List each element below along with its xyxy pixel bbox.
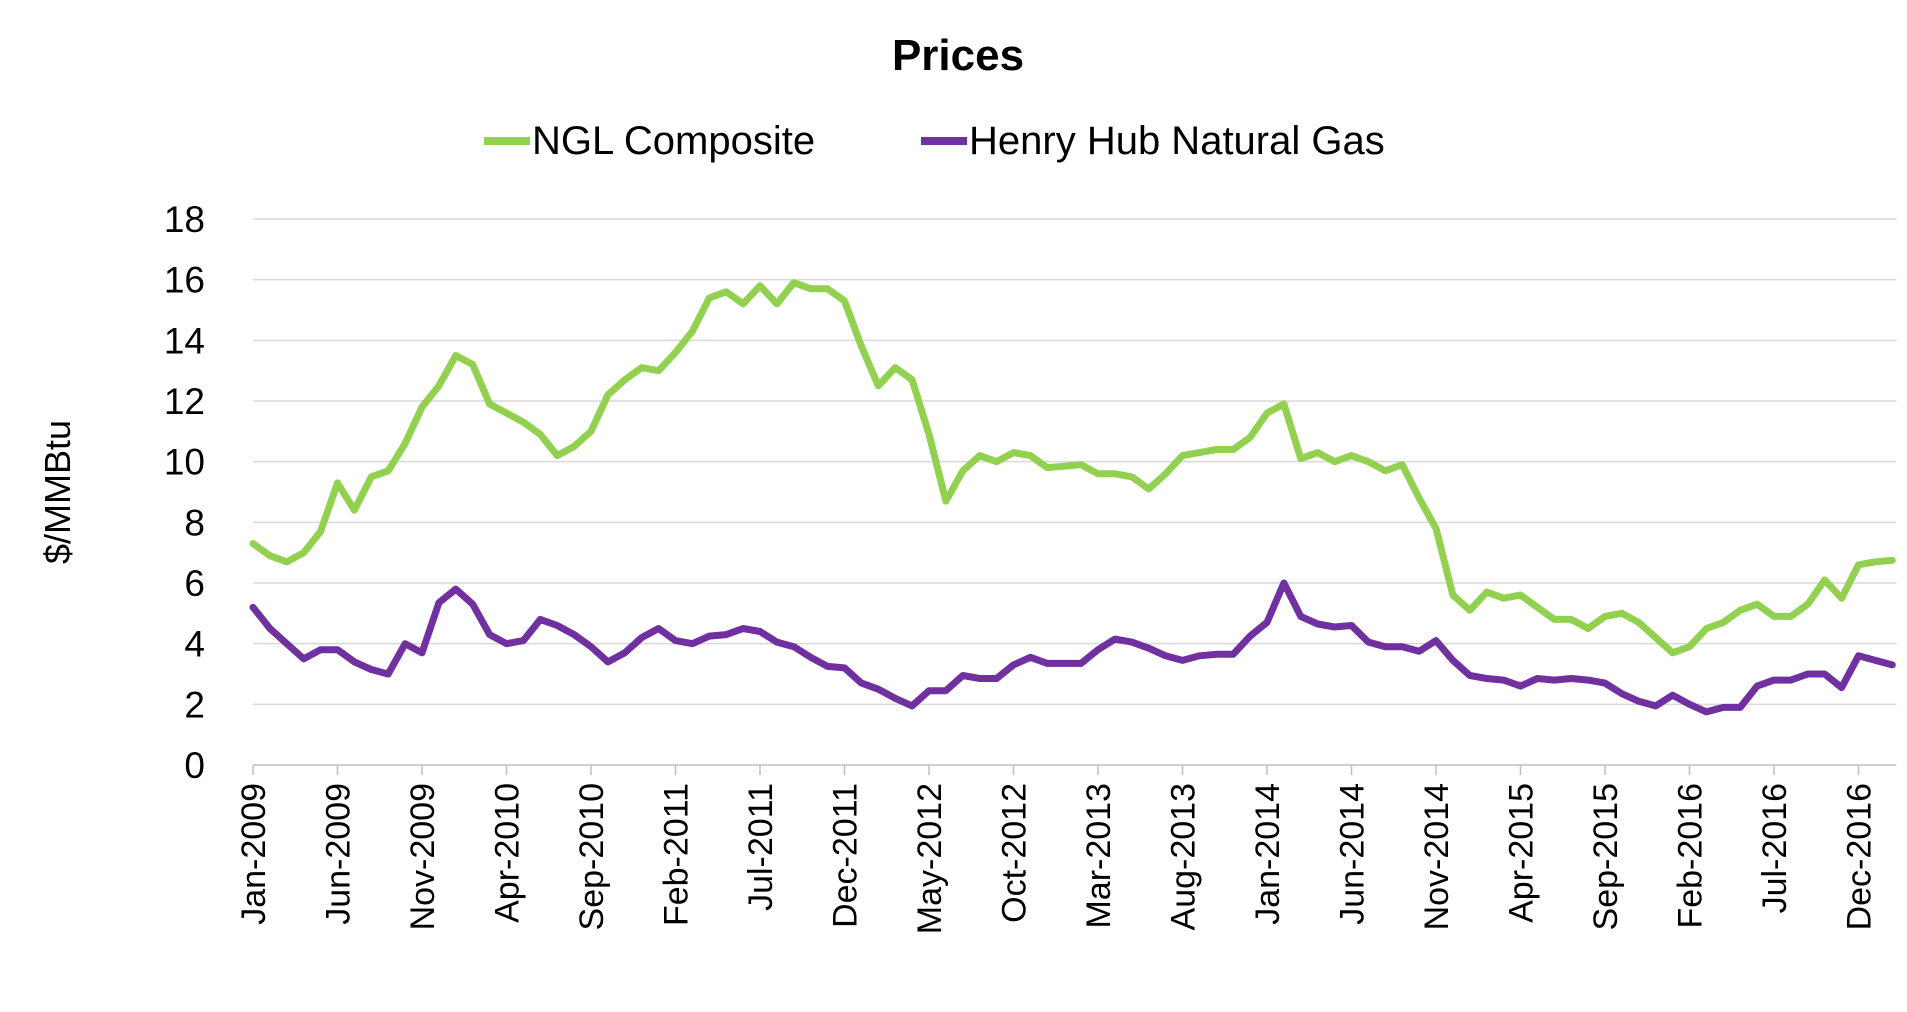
x-tick-label: Dec-2016 [1841,783,1879,930]
x-tick-label: Mar-2013 [1080,783,1118,929]
x-tick-label: Nov-2014 [1418,783,1456,930]
x-tick-label: Jun-2014 [1334,783,1372,925]
x-tick-label: Jul-2011 [742,783,780,911]
legend-label-ngl: NGL Composite [532,119,815,163]
series-line-ngl-composite [249,279,1896,657]
x-tick-label: Nov-2009 [404,783,442,930]
x-tick-label: Sep-2015 [1587,783,1625,930]
y-tick-label: 12 [164,381,205,422]
x-tick-label: Dec-2011 [827,783,865,928]
y-tick-label: 16 [164,260,205,301]
x-tick-label: Oct-2012 [996,783,1034,923]
y-tick-label: 18 [164,199,205,240]
x-tick-label: Feb-2011 [658,783,696,926]
y-tick-label: 8 [184,502,205,543]
y-axis-label: $/MMBtu [37,420,78,564]
y-tick-label: 14 [164,320,205,361]
x-tick-label: Apr-2015 [1503,783,1541,923]
y-tick-label: 2 [184,684,205,725]
x-tick-label: Jan-2014 [1249,783,1287,925]
legend: NGL Composite Henry Hub Natural Gas [484,119,1385,163]
y-tick-label: 4 [184,624,205,665]
y-tick-label: 0 [184,745,205,786]
y-tick-label: 10 [164,442,205,483]
x-tick-label: Feb-2016 [1672,783,1710,929]
x-tick-label: Apr-2010 [489,783,527,923]
x-tick-label: Jun-2009 [320,783,358,925]
x-tick-label: Sep-2010 [573,783,611,930]
legend-label-henry-hub: Henry Hub Natural Gas [969,119,1385,163]
x-tick-label: May-2012 [911,783,949,934]
x-tick-label: Jan-2009 [235,783,273,925]
series-line-henry-hub [249,579,1896,716]
chart-title: Prices [892,31,1024,80]
y-tick-label: 6 [184,563,205,604]
x-tick-label: Jul-2016 [1756,783,1794,913]
x-tick-label: Aug-2013 [1165,783,1203,930]
